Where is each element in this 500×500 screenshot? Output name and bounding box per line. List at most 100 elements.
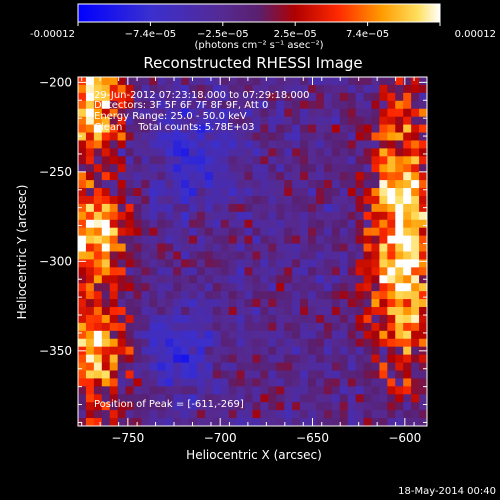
heatmap-cell	[204, 299, 214, 308]
heatmap-cell	[276, 156, 285, 165]
heatmap-cell	[347, 116, 357, 125]
heatmap-cell	[204, 148, 214, 157]
heatmap-cell	[276, 338, 285, 348]
heatmap-cell	[236, 402, 245, 411]
heatmap-cell	[101, 299, 111, 308]
heatmap-cell	[228, 322, 238, 332]
heatmap-cell	[323, 338, 333, 348]
heatmap-cell	[276, 172, 285, 181]
heatmap-cell	[204, 307, 214, 316]
heatmap-cell	[133, 410, 142, 419]
heatmap-cell	[292, 124, 301, 133]
heatmap-cell	[292, 100, 301, 110]
heatmap-cell	[284, 180, 293, 189]
heatmap-cell	[173, 362, 182, 371]
heatmap-cell	[228, 132, 238, 141]
heatmap-cell	[308, 410, 317, 419]
heatmap-cell	[347, 378, 357, 387]
heatmap-cell	[109, 188, 119, 197]
heatmap-cell	[419, 164, 427, 173]
heatmap-cell	[212, 211, 222, 221]
heatmap-cell	[93, 314, 103, 324]
heatmap-cell	[308, 108, 317, 118]
heatmap-cell	[379, 211, 388, 221]
heatmap-cell	[300, 203, 309, 213]
heatmap-cell	[411, 235, 420, 244]
heatmap-cell	[387, 386, 396, 395]
heatmap-cell	[212, 362, 222, 371]
heatmap-cell	[93, 227, 103, 237]
heatmap-cell	[189, 275, 198, 284]
heatmap-cell	[141, 267, 150, 276]
heatmap-cell	[371, 195, 380, 205]
heatmap-cell	[204, 203, 214, 213]
heatmap-cell	[300, 124, 309, 133]
heatmap-cell	[196, 164, 206, 173]
heatmap-cell	[244, 394, 253, 403]
heatmap-cell	[315, 386, 325, 395]
heatmap-cell	[236, 394, 245, 403]
heatmap-cell	[204, 108, 214, 118]
heatmap-cell	[149, 172, 158, 181]
annotation-clean-counts: Clean Total counts: 5.78E+03	[94, 122, 254, 133]
heatmap-cell	[339, 322, 349, 332]
heatmap-cell	[419, 410, 427, 419]
heatmap-cell	[196, 92, 206, 102]
heatmap-cell	[125, 77, 134, 86]
heatmap-cell	[379, 195, 388, 205]
heatmap-cell	[133, 164, 142, 173]
heatmap-cell	[212, 219, 222, 229]
heatmap-cell	[339, 211, 349, 221]
heatmap-cell	[165, 362, 174, 371]
heatmap-cell	[165, 92, 174, 102]
heatmap-cell	[125, 307, 134, 316]
heatmap-cell	[228, 227, 238, 237]
heatmap-cell	[387, 362, 396, 371]
heatmap-cell	[117, 219, 126, 229]
heatmap-cell	[347, 338, 357, 348]
heatmap-cell	[292, 164, 301, 173]
heatmap-cell	[244, 243, 253, 252]
heatmap-cell	[101, 195, 111, 205]
heatmap-cell	[403, 243, 412, 252]
heatmap-cell	[149, 410, 158, 419]
heatmap-cell	[355, 195, 364, 205]
heatmap-cell	[387, 108, 396, 118]
heatmap-cell	[212, 378, 222, 387]
heatmap-cell	[244, 108, 253, 118]
heatmap-cell	[109, 116, 119, 125]
heatmap-cell	[355, 188, 364, 197]
heatmap-cell	[411, 322, 420, 332]
heatmap-cell	[133, 362, 142, 371]
x-axis-label: Heliocentric X (arcsec)	[186, 448, 322, 462]
heatmap-cell	[101, 251, 111, 260]
heatmap-cell	[315, 84, 325, 94]
heatmap-cell	[125, 251, 134, 260]
chart-title: Reconstructed RHESSI Image	[143, 54, 362, 72]
heatmap-cell	[252, 164, 261, 173]
heatmap-cell	[189, 418, 198, 426]
heatmap-cell	[331, 402, 341, 411]
heatmap-cell	[331, 132, 341, 141]
heatmap-cell	[220, 402, 230, 411]
heatmap-cell	[371, 299, 380, 308]
heatmap-cell	[300, 322, 309, 332]
heatmap-cell	[189, 211, 198, 221]
heatmap-cell	[78, 84, 87, 94]
heatmap-cell	[379, 148, 388, 157]
heatmap-cell	[196, 100, 206, 110]
heatmap-cell	[379, 84, 388, 94]
heatmap-cell	[157, 195, 166, 205]
heatmap-cell	[181, 418, 190, 426]
heatmap-cell	[117, 259, 126, 268]
heatmap-cell	[220, 267, 230, 276]
heatmap-cell	[355, 354, 364, 363]
heatmap-cell	[308, 291, 317, 300]
heatmap-cell	[395, 124, 404, 133]
heatmap-cell	[323, 291, 333, 300]
heatmap-cell	[323, 195, 333, 205]
heatmap-cell	[236, 92, 245, 102]
heatmap-cell	[292, 259, 301, 268]
heatmap-cell	[300, 338, 309, 348]
heatmap-cell	[411, 275, 420, 284]
